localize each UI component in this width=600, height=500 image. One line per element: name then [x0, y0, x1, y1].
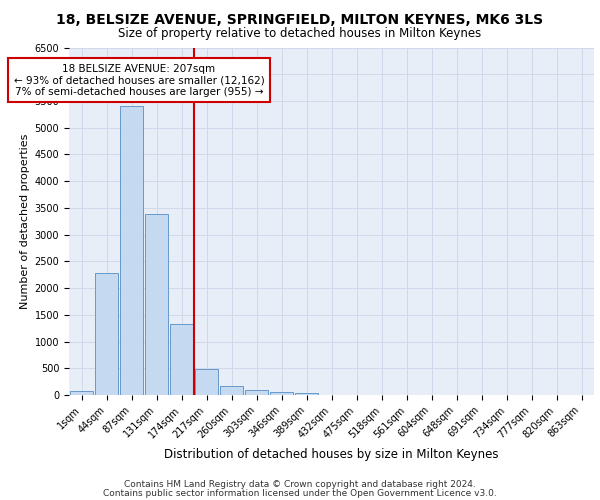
Text: 18, BELSIZE AVENUE, SPRINGFIELD, MILTON KEYNES, MK6 3LS: 18, BELSIZE AVENUE, SPRINGFIELD, MILTON … — [56, 12, 544, 26]
Bar — [70, 391, 93, 395]
Bar — [245, 390, 268, 395]
Bar — [195, 370, 218, 395]
Y-axis label: Number of detached properties: Number of detached properties — [20, 134, 31, 309]
X-axis label: Distribution of detached houses by size in Milton Keynes: Distribution of detached houses by size … — [164, 448, 499, 461]
Bar — [295, 393, 318, 395]
Text: Contains HM Land Registry data © Crown copyright and database right 2024.: Contains HM Land Registry data © Crown c… — [124, 480, 476, 489]
Bar — [120, 106, 143, 395]
Bar — [220, 386, 243, 395]
Text: 18 BELSIZE AVENUE: 207sqm
← 93% of detached houses are smaller (12,162)
7% of se: 18 BELSIZE AVENUE: 207sqm ← 93% of detac… — [14, 64, 265, 96]
Text: Contains public sector information licensed under the Open Government Licence v3: Contains public sector information licen… — [103, 488, 497, 498]
Bar — [270, 392, 293, 395]
Bar — [145, 214, 168, 395]
Bar — [170, 324, 193, 395]
Text: Size of property relative to detached houses in Milton Keynes: Size of property relative to detached ho… — [118, 28, 482, 40]
Bar — [95, 273, 118, 395]
